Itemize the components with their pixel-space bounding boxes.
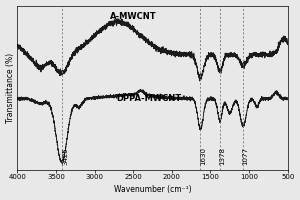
X-axis label: Wavenumber (cm⁻¹): Wavenumber (cm⁻¹) bbox=[114, 185, 191, 194]
Text: DPPA-MWCNT: DPPA-MWCNT bbox=[116, 94, 181, 103]
Text: 1077: 1077 bbox=[242, 147, 248, 165]
Text: 1378: 1378 bbox=[219, 147, 225, 165]
Text: A-MWCNT: A-MWCNT bbox=[110, 12, 157, 21]
Y-axis label: Transmittance (%): Transmittance (%) bbox=[6, 53, 15, 123]
Text: 1630: 1630 bbox=[200, 147, 206, 165]
Text: 3425: 3425 bbox=[62, 147, 68, 165]
